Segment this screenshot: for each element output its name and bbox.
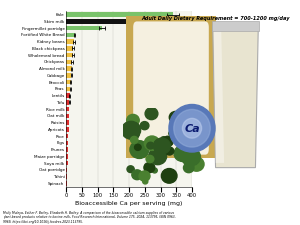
Circle shape	[174, 109, 210, 147]
Circle shape	[122, 136, 134, 147]
Polygon shape	[212, 21, 260, 31]
Circle shape	[140, 106, 153, 118]
Circle shape	[193, 158, 199, 163]
Circle shape	[165, 130, 175, 138]
Circle shape	[145, 126, 163, 143]
Circle shape	[166, 158, 182, 173]
Circle shape	[169, 104, 215, 152]
Circle shape	[146, 161, 167, 180]
Bar	[66, 181, 67, 186]
Circle shape	[124, 140, 142, 157]
Bar	[66, 154, 68, 159]
Circle shape	[169, 160, 183, 172]
Circle shape	[149, 108, 167, 125]
Bar	[66, 114, 69, 118]
Bar	[66, 93, 70, 98]
Circle shape	[192, 146, 205, 158]
Circle shape	[147, 175, 153, 180]
Circle shape	[195, 141, 207, 153]
Bar	[66, 127, 68, 132]
X-axis label: Bioaccessible Ca per serving (mg): Bioaccessible Ca per serving (mg)	[75, 201, 183, 206]
Bar	[66, 80, 71, 84]
Bar	[66, 60, 72, 64]
Bar	[66, 33, 75, 37]
Bar	[66, 161, 68, 165]
Bar	[66, 12, 173, 17]
FancyBboxPatch shape	[133, 21, 209, 155]
Bar	[66, 174, 67, 179]
Circle shape	[188, 107, 206, 123]
Circle shape	[148, 115, 164, 130]
Circle shape	[138, 130, 153, 145]
Text: Adult Daily Dietary Requirement = 700-1200 mg/day: Adult Daily Dietary Requirement = 700-12…	[141, 16, 290, 21]
Circle shape	[141, 140, 152, 151]
Bar	[66, 120, 69, 125]
Circle shape	[182, 118, 202, 138]
Circle shape	[131, 170, 150, 188]
Bar	[66, 46, 73, 51]
Circle shape	[182, 119, 196, 132]
Circle shape	[126, 107, 137, 118]
Bar	[66, 53, 73, 57]
Circle shape	[120, 130, 136, 145]
Circle shape	[185, 133, 201, 148]
Circle shape	[168, 144, 187, 161]
Bar	[66, 134, 68, 138]
Bar	[66, 26, 102, 30]
Bar	[66, 107, 69, 111]
Circle shape	[152, 162, 166, 176]
Text: Ca: Ca	[184, 124, 200, 134]
Circle shape	[174, 172, 190, 187]
Polygon shape	[213, 26, 258, 168]
Circle shape	[152, 168, 167, 182]
Bar	[66, 39, 74, 44]
Bar	[66, 19, 162, 24]
Bar	[66, 168, 67, 172]
Circle shape	[185, 155, 198, 167]
Polygon shape	[214, 31, 224, 163]
Bar	[66, 87, 70, 91]
Bar	[66, 66, 72, 71]
Circle shape	[121, 174, 134, 187]
Bar	[66, 147, 68, 152]
FancyBboxPatch shape	[123, 9, 219, 166]
Bar	[66, 141, 68, 145]
Circle shape	[158, 178, 166, 186]
Circle shape	[140, 158, 148, 164]
Text: Molly Muleya, Esther F. Bailey, Elizabeth H. Bailey: A comparison of the bioacce: Molly Muleya, Esther F. Bailey, Elizabet…	[3, 211, 176, 224]
Bar	[66, 73, 71, 78]
Bar	[66, 100, 70, 105]
